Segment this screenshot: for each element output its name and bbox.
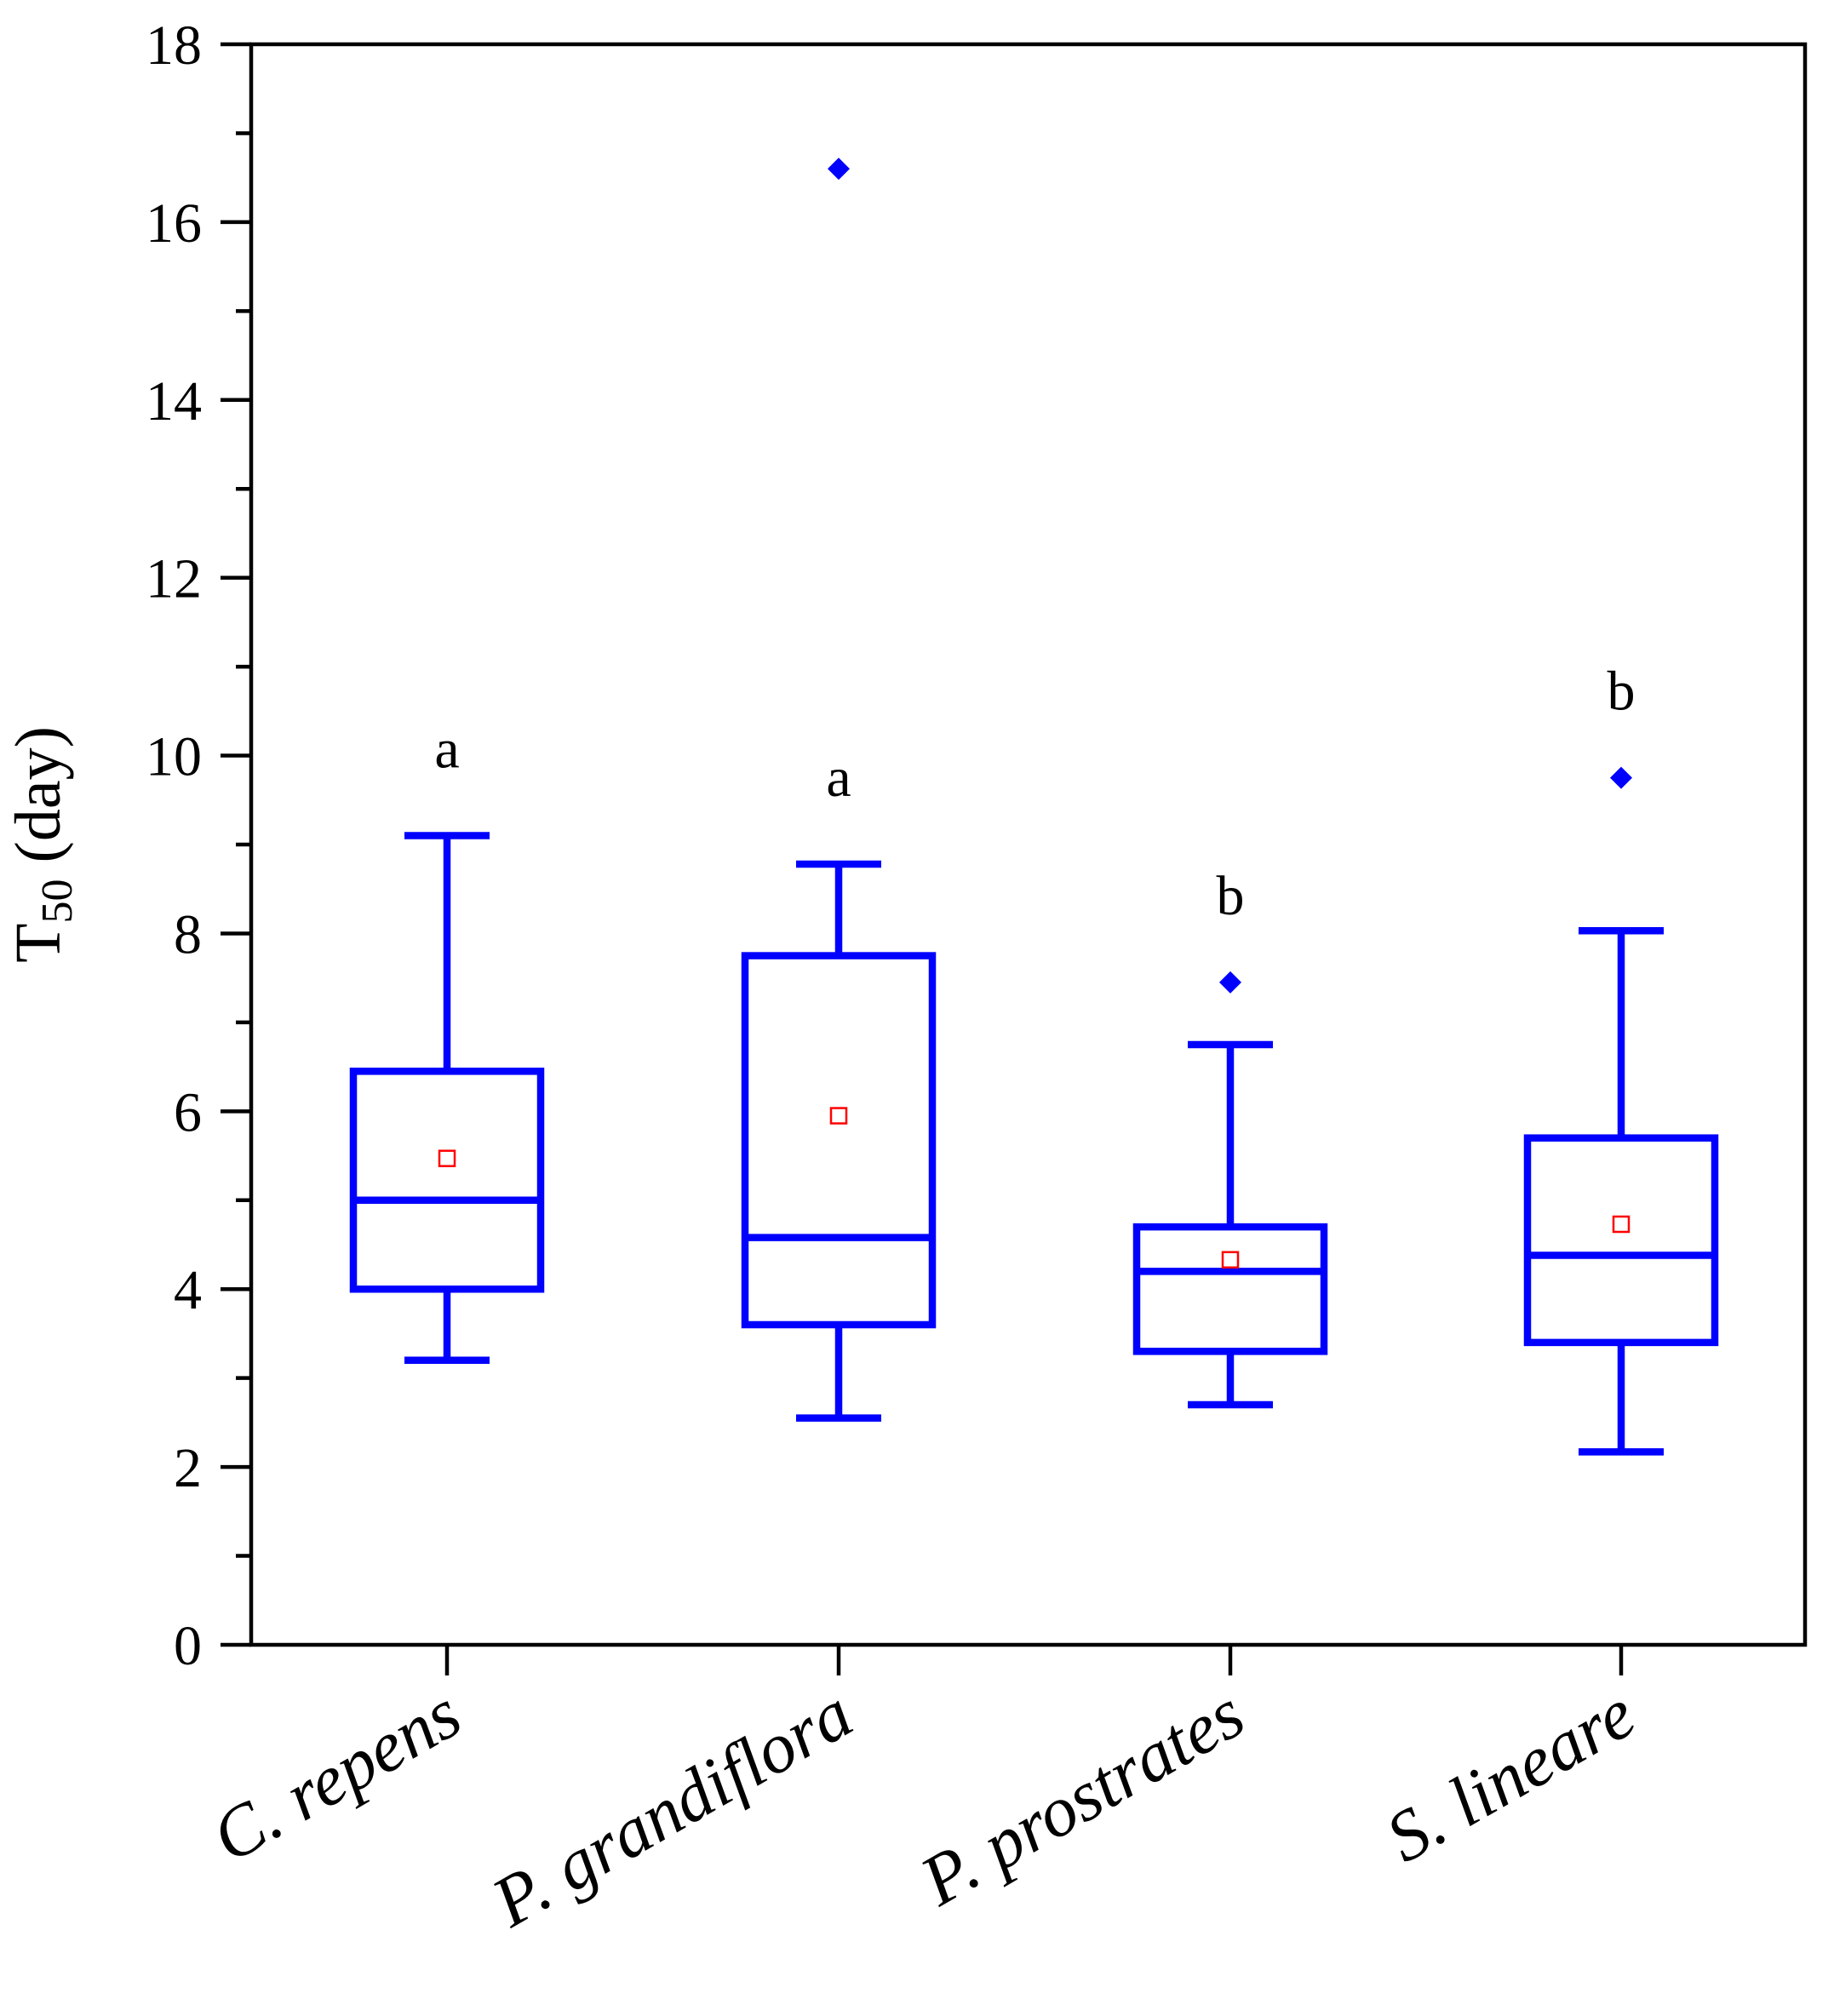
y-axis-title-main: T: [3, 923, 74, 962]
y-tick-label: 4: [174, 1259, 202, 1321]
outlier-point: [828, 158, 850, 180]
category-labels: C. repens P. grandiflora P. prostrates S. l…: [199, 1674, 1648, 1943]
y-axis-title: T50 (day): [3, 726, 82, 963]
y-tick-label: 14: [146, 370, 202, 432]
iqr-box: [741, 952, 937, 1329]
y-tick-label: 10: [146, 726, 202, 788]
mean-marker: [829, 1107, 848, 1125]
outlier-point: [1610, 766, 1632, 789]
y-tick-label: 12: [146, 548, 202, 610]
mean-marker: [1221, 1251, 1240, 1269]
x-axis-ticks: [444, 1645, 1624, 1675]
category-label: P. grandiflora: [479, 1674, 865, 1943]
category-label: C. repens: [199, 1674, 474, 1878]
significance-letter: a: [434, 719, 459, 781]
iqr-box: [349, 1068, 545, 1293]
box-group: b: [1523, 661, 1719, 1456]
iqr-box: [1523, 1134, 1719, 1347]
category-label: S. lineare: [1373, 1674, 1648, 1878]
box-group: a: [349, 719, 545, 1365]
mean-marker: [1612, 1215, 1631, 1234]
significance-letter: b: [1608, 661, 1636, 723]
iqr-box: [1132, 1223, 1328, 1355]
y-tick-label: 8: [174, 903, 202, 965]
significance-letter: a: [826, 747, 851, 809]
y-tick-label: 18: [146, 14, 202, 77]
plot-frame: [249, 42, 1808, 1647]
y-tick-label: 6: [174, 1081, 202, 1143]
mean-marker: [438, 1149, 456, 1167]
y-axis-title-subscript: 50: [33, 879, 82, 923]
category-label: P. prostrates: [907, 1674, 1257, 1922]
outlier-point: [1219, 971, 1241, 994]
box-group: b: [1132, 865, 1328, 1409]
y-axis-ticks: 0 2 4 6 8 10 12 14 16 18: [146, 14, 251, 1677]
box-group: a: [741, 158, 937, 1422]
plot-marks: a a b b: [349, 158, 1719, 1456]
y-tick-label: 0: [174, 1615, 202, 1677]
y-tick-label: 2: [174, 1437, 202, 1499]
significance-letter: b: [1217, 865, 1245, 927]
y-axis-title-unit: (day): [3, 726, 74, 879]
y-tick-label: 16: [146, 192, 202, 255]
